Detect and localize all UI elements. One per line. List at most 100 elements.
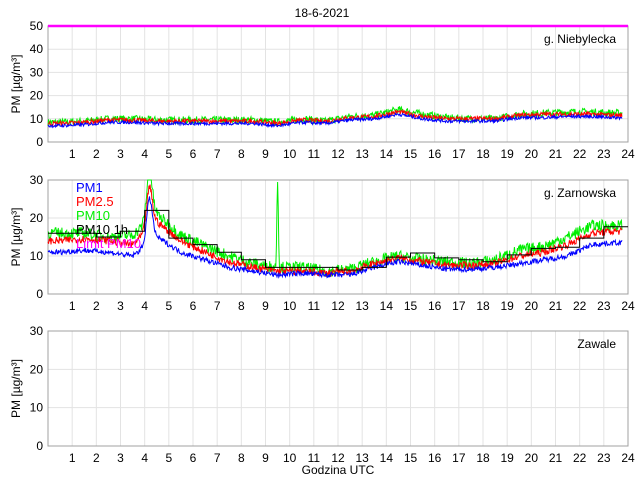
x-tick-label: 14 [380, 147, 394, 161]
y-tick-label: 20 [30, 362, 44, 376]
x-tick-label: 23 [597, 451, 611, 465]
x-tick-label: 11 [308, 147, 321, 161]
x-tick-label: 16 [428, 147, 442, 161]
y-tick-label: 30 [30, 65, 44, 79]
y-tick-label: 20 [30, 89, 44, 103]
x-tick-label: 17 [452, 299, 466, 313]
x-tick-label: 11 [308, 299, 321, 313]
x-tick-label: 8 [238, 451, 245, 465]
x-tick-label: 9 [262, 451, 269, 465]
panel-1: 1 2 3 4 5 6 7 8 9 10 11 12 13 14 15 16 17 18 19 20 21 22 23 240… [9, 173, 635, 313]
x-tick-label: 10 [283, 451, 297, 465]
axes-frame [47, 179, 629, 295]
x-tick-label: 3 [117, 147, 124, 161]
x-tick-label: 24 [621, 147, 635, 161]
x-tick-label: 23 [597, 299, 611, 313]
x-tick-label: 5 [165, 299, 172, 313]
x-tick-label: 13 [355, 451, 369, 465]
x-tick-label: 3 [117, 451, 124, 465]
x-tick-label: 16 [428, 451, 442, 465]
x-tick-label: 19 [500, 299, 514, 313]
x-tick-label: 12 [331, 147, 345, 161]
y-tick-label: 10 [30, 112, 44, 126]
y-tick-label: 40 [30, 42, 44, 56]
panel-0: 1 2 3 4 5 6 7 8 9 10 11 12 13 14 15 16 17 18 19 20 21 22 23 240… [9, 19, 635, 161]
x-tick-label: 17 [452, 147, 466, 161]
pm10-1h-step-line [48, 209, 628, 271]
x-tick-label: 15 [404, 451, 418, 465]
x-tick-label: 1 [69, 147, 76, 161]
x-tick-label: 6 [190, 147, 197, 161]
x-tick-label: 11 [308, 451, 321, 465]
x-tick-label: 2 [93, 299, 100, 313]
x-tick-label: 20 [525, 147, 539, 161]
legend-entry: Limit PM10 [76, 236, 141, 251]
x-tick-label: 19 [500, 147, 514, 161]
x-tick-label: 6 [190, 451, 197, 465]
x-tick-label: 12 [331, 451, 345, 465]
x-tick-label: 21 [549, 299, 563, 313]
x-tick-label: 2 [93, 147, 100, 161]
axes-frame [47, 330, 629, 447]
y-tick-label: 10 [30, 249, 44, 263]
x-tick-label: 21 [549, 451, 563, 465]
y-axis-label: PM [µg/m³] [9, 55, 23, 114]
x-tick-label: 10 [283, 147, 297, 161]
x-tick-label: 7 [214, 299, 221, 313]
station-label: g. Zarnowska [544, 186, 616, 200]
x-tick-label: 22 [573, 147, 587, 161]
x-tick-label: 15 [404, 299, 418, 313]
pm1-line [47, 112, 623, 129]
x-tick-label: 2 [93, 451, 100, 465]
chart-title: 18-6-2021 [295, 6, 350, 20]
y-tick-label: 0 [36, 135, 43, 149]
y-axis-label: PM [µg/m³] [9, 359, 23, 418]
x-tick-label: 8 [238, 299, 245, 313]
x-tick-label: 20 [525, 299, 539, 313]
pm1-line [47, 196, 623, 279]
x-tick-label: 18 [476, 147, 490, 161]
x-tick-label: 4 [141, 451, 148, 465]
x-tick-label: 24 [621, 299, 635, 313]
x-tick-label: 9 [262, 299, 269, 313]
legend-entry: PM1 [76, 180, 103, 195]
x-tick-label: 19 [500, 451, 514, 465]
x-tick-label: 13 [355, 147, 369, 161]
x-tick-label: 24 [621, 451, 635, 465]
x-tick-label: 13 [355, 299, 369, 313]
y-axis-label: PM [µg/m³] [9, 208, 23, 267]
y-tick-label: 0 [36, 287, 43, 301]
x-tick-label: 6 [190, 299, 197, 313]
x-tick-label: 7 [214, 147, 221, 161]
x-axis-label: Godzina UTC [302, 463, 375, 477]
x-tick-label: 14 [380, 451, 394, 465]
x-tick-label: 9 [262, 147, 269, 161]
x-tick-label: 4 [141, 147, 148, 161]
x-tick-label: 1 [69, 451, 76, 465]
x-tick-label: 21 [549, 147, 563, 161]
station-label: Zawale [577, 337, 616, 351]
y-tick-label: 50 [30, 19, 44, 33]
y-tick-label: 20 [30, 211, 44, 225]
x-tick-label: 10 [283, 299, 297, 313]
legend-entry: PM10 1h [76, 222, 128, 237]
legend-entry: PM10 [76, 208, 110, 223]
y-tick-label: 30 [30, 173, 44, 187]
y-tick-label: 10 [30, 401, 44, 415]
y-tick-label: 0 [36, 439, 43, 453]
x-tick-label: 8 [238, 147, 245, 161]
legend-entry: PM2.5 [76, 194, 114, 209]
x-tick-label: 16 [428, 299, 442, 313]
x-tick-label: 20 [525, 451, 539, 465]
x-tick-label: 5 [165, 451, 172, 465]
x-tick-label: 14 [380, 299, 394, 313]
x-tick-label: 22 [573, 299, 587, 313]
x-tick-label: 7 [214, 451, 221, 465]
x-tick-label: 3 [117, 299, 124, 313]
x-tick-label: 22 [573, 451, 587, 465]
panel-2: 1 2 3 4 5 6 7 8 9 10 11 12 13 14 15 16 17 18 19 20 21 22 23 240… [9, 324, 635, 465]
y-tick-label: 30 [30, 324, 44, 338]
x-tick-label: 12 [331, 299, 345, 313]
x-tick-label: 17 [452, 451, 466, 465]
